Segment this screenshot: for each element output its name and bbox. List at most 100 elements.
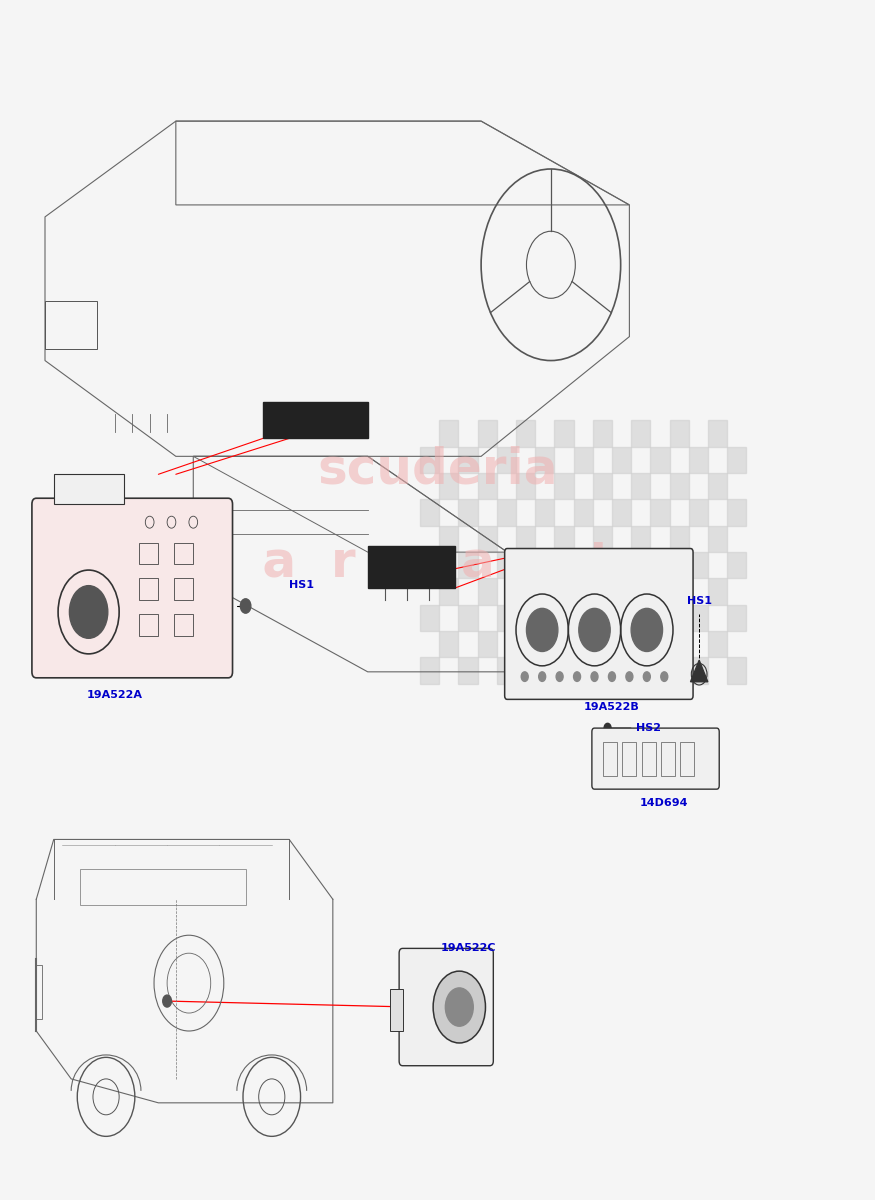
Bar (631, 578, 650, 605)
Bar (139, 542, 158, 564)
Bar (641, 743, 655, 776)
Text: HS2: HS2 (636, 724, 662, 733)
Text: 14D694: 14D694 (640, 798, 689, 808)
Circle shape (433, 971, 486, 1043)
Bar (574, 446, 592, 473)
Bar (708, 420, 727, 446)
Bar (650, 499, 669, 526)
Bar (650, 658, 669, 684)
Bar (497, 605, 516, 631)
Bar (631, 631, 650, 658)
Bar (439, 420, 458, 446)
Bar (516, 526, 536, 552)
Bar (458, 446, 478, 473)
Circle shape (643, 672, 650, 682)
Bar (612, 446, 631, 473)
Bar (555, 578, 574, 605)
Circle shape (69, 586, 108, 638)
Bar (669, 420, 689, 446)
Circle shape (574, 672, 580, 682)
Bar (689, 446, 708, 473)
Bar (439, 578, 458, 605)
Bar (574, 658, 592, 684)
Bar (458, 499, 478, 526)
Bar (727, 658, 746, 684)
Bar (708, 631, 727, 658)
Bar (458, 552, 478, 578)
Bar (420, 446, 439, 473)
Bar (661, 743, 675, 776)
Circle shape (241, 599, 251, 613)
Circle shape (445, 988, 473, 1026)
Bar (420, 552, 439, 578)
Circle shape (522, 672, 528, 682)
Bar (622, 743, 636, 776)
Bar (650, 552, 669, 578)
Bar (536, 552, 555, 578)
Bar (592, 631, 612, 658)
Bar (669, 526, 689, 552)
Circle shape (591, 672, 598, 682)
Bar (727, 446, 746, 473)
Bar (650, 605, 669, 631)
Bar (631, 420, 650, 446)
Bar (574, 552, 592, 578)
Bar (536, 605, 555, 631)
Bar (574, 605, 592, 631)
FancyBboxPatch shape (399, 948, 493, 1066)
Bar (592, 526, 612, 552)
Bar (612, 552, 631, 578)
Bar (497, 658, 516, 684)
FancyBboxPatch shape (505, 548, 693, 700)
Bar (727, 605, 746, 631)
Bar (631, 473, 650, 499)
Bar (139, 614, 158, 636)
Bar (708, 473, 727, 499)
Bar (708, 578, 727, 605)
Bar (439, 631, 458, 658)
Bar (536, 658, 555, 684)
Bar (516, 631, 536, 658)
Bar (592, 578, 612, 605)
Bar (478, 578, 497, 605)
Text: 19A522C: 19A522C (440, 943, 496, 953)
Bar (139, 578, 158, 600)
Bar (478, 473, 497, 499)
Circle shape (539, 672, 546, 682)
Bar (516, 473, 536, 499)
Bar (555, 473, 574, 499)
Bar (603, 743, 617, 776)
Bar (536, 446, 555, 473)
Circle shape (556, 672, 564, 682)
Bar (458, 605, 478, 631)
Polygon shape (690, 660, 708, 682)
Text: 19A522A: 19A522A (87, 690, 143, 700)
Bar (420, 658, 439, 684)
Circle shape (626, 672, 633, 682)
Bar (497, 446, 516, 473)
Bar (631, 526, 650, 552)
Bar (555, 526, 574, 552)
Bar (612, 658, 631, 684)
Bar (669, 631, 689, 658)
Bar (497, 499, 516, 526)
Bar (555, 420, 574, 446)
Bar (458, 658, 478, 684)
Bar (478, 420, 497, 446)
Bar (708, 526, 727, 552)
Circle shape (604, 724, 611, 733)
Bar (536, 499, 555, 526)
Bar (689, 605, 708, 631)
Bar (420, 605, 439, 631)
Text: HS1: HS1 (290, 580, 314, 590)
Bar (45, 301, 97, 348)
Bar (650, 446, 669, 473)
Text: scuderia
c  a  r  p  a  r  t  s: scuderia c a r p a r t s (198, 445, 677, 587)
Bar (689, 552, 708, 578)
Bar (612, 605, 631, 631)
Circle shape (578, 608, 610, 652)
Bar (574, 499, 592, 526)
Circle shape (527, 608, 558, 652)
Circle shape (631, 608, 662, 652)
Circle shape (608, 672, 615, 682)
